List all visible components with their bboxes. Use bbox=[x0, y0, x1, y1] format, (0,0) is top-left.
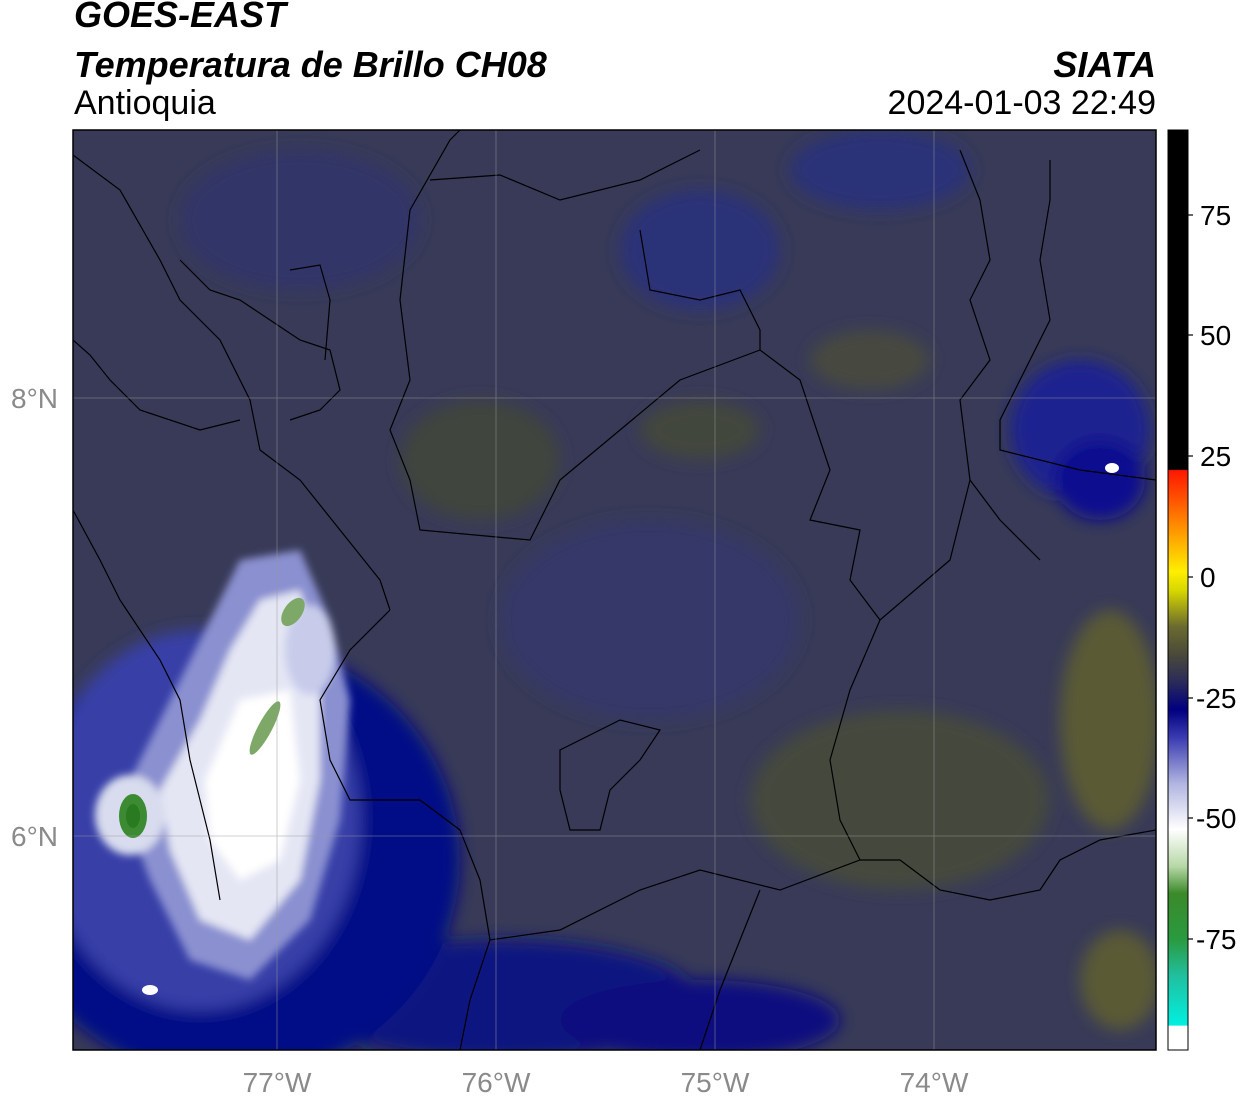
brightness-temperature-field bbox=[73, 130, 1156, 1050]
colorbar-tick-25: 25 bbox=[1200, 441, 1231, 472]
colorbar-tick-minus25: -25 bbox=[1196, 683, 1236, 714]
datetime-label: 2024-01-03 22:49 bbox=[887, 84, 1156, 122]
colorbar-ticks bbox=[1188, 214, 1193, 940]
lon-label-77w: 77°W bbox=[243, 1067, 312, 1098]
colorbar bbox=[1167, 129, 1189, 1051]
colorbar-tick-minus50: -50 bbox=[1196, 803, 1236, 834]
lat-label-8n: 8°N bbox=[11, 383, 58, 414]
agency-label: SIATA bbox=[1053, 44, 1156, 85]
region-label: Antioquia bbox=[74, 84, 216, 122]
product-title: Temperatura de Brillo CH08 bbox=[74, 44, 547, 85]
graticule bbox=[73, 130, 1156, 1050]
coastline-and-borders bbox=[73, 130, 1156, 1050]
lat-label-6n: 6°N bbox=[11, 821, 58, 852]
colorbar-tick-0: 0 bbox=[1200, 562, 1216, 593]
lon-label-75w: 75°W bbox=[681, 1067, 750, 1098]
satellite-title: GOES-EAST bbox=[74, 0, 287, 35]
colorbar-tick-75: 75 bbox=[1200, 200, 1231, 231]
map-frame bbox=[72, 129, 1157, 1051]
lon-label-76w: 76°W bbox=[462, 1067, 531, 1098]
lon-label-74w: 74°W bbox=[900, 1067, 969, 1098]
colorbar-tick-50: 50 bbox=[1200, 320, 1231, 351]
colorbar-tick-minus75: -75 bbox=[1196, 924, 1236, 955]
